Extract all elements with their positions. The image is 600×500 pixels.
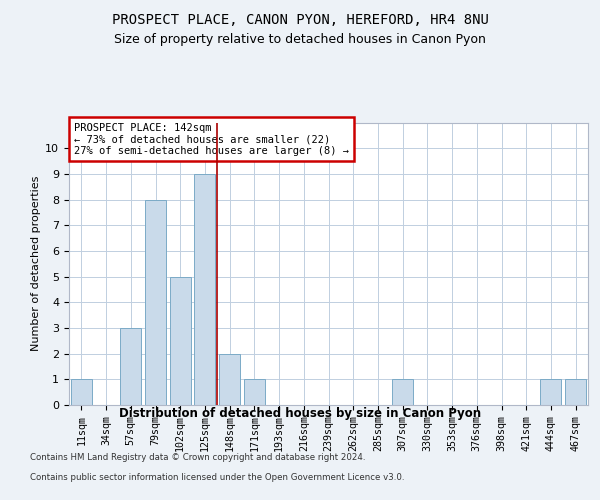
Text: Contains HM Land Registry data © Crown copyright and database right 2024.: Contains HM Land Registry data © Crown c… — [30, 452, 365, 462]
Bar — [71, 380, 92, 405]
Text: PROSPECT PLACE, CANON PYON, HEREFORD, HR4 8NU: PROSPECT PLACE, CANON PYON, HEREFORD, HR… — [112, 12, 488, 26]
Bar — [541, 380, 562, 405]
Bar — [219, 354, 240, 405]
Text: PROSPECT PLACE: 142sqm
← 73% of detached houses are smaller (22)
27% of semi-det: PROSPECT PLACE: 142sqm ← 73% of detached… — [74, 122, 349, 156]
Text: Distribution of detached houses by size in Canon Pyon: Distribution of detached houses by size … — [119, 408, 481, 420]
Text: Contains public sector information licensed under the Open Government Licence v3: Contains public sector information licen… — [30, 472, 404, 482]
Bar — [392, 380, 413, 405]
Bar — [120, 328, 141, 405]
Text: Size of property relative to detached houses in Canon Pyon: Size of property relative to detached ho… — [114, 32, 486, 46]
Bar — [145, 200, 166, 405]
Bar — [170, 276, 191, 405]
Y-axis label: Number of detached properties: Number of detached properties — [31, 176, 41, 352]
Bar — [244, 380, 265, 405]
Bar — [565, 380, 586, 405]
Bar — [194, 174, 215, 405]
